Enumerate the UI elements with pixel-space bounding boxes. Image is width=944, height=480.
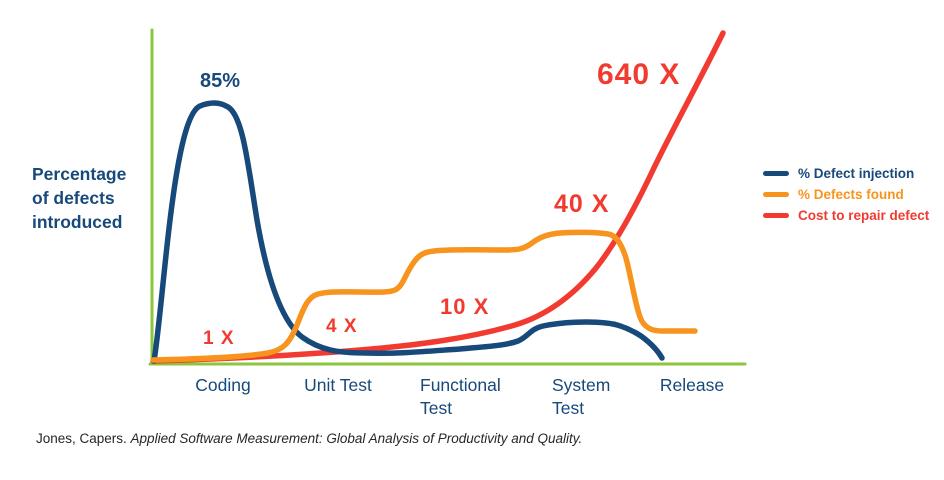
x-label-coding-line1: Coding bbox=[195, 375, 251, 395]
legend-item-cost-to-repair: Cost to repair defect bbox=[763, 208, 930, 223]
y-axis-title-line1: Percentage bbox=[32, 164, 127, 184]
x-label-release: Release bbox=[655, 374, 729, 397]
annotation-4x: 4 X bbox=[326, 316, 358, 337]
x-label-system-line2: Test bbox=[552, 398, 585, 418]
source-citation: Jones, Capers. Applied Software Measurem… bbox=[36, 431, 582, 446]
x-label-functional-line2: Test bbox=[420, 398, 453, 418]
annotation-85-percent: 85% bbox=[199, 70, 241, 92]
defects-found-curve bbox=[150, 229, 698, 363]
annotation-1x: 1 X bbox=[203, 328, 235, 349]
legend-swatch-navy-icon bbox=[763, 171, 789, 176]
legend-swatch-red-icon bbox=[763, 213, 789, 218]
annotation-10x: 10 X bbox=[440, 294, 490, 319]
legend: % Defect injection % Defects found Cost … bbox=[763, 166, 930, 223]
legend-item-defects-found: % Defects found bbox=[763, 187, 929, 202]
x-label-functional-test: Functional Test bbox=[420, 374, 501, 420]
defect-injection-curve bbox=[151, 100, 665, 364]
y-axis-title: Percentage of defects introduced bbox=[32, 162, 126, 234]
x-label-system-test: System Test bbox=[552, 374, 610, 420]
x-label-release-line1: Release bbox=[659, 375, 725, 395]
annotation-40x: 40 X bbox=[554, 190, 610, 218]
legend-label-defect-injection: % Defect injection bbox=[798, 166, 915, 181]
y-axis-title-line3: introduced bbox=[32, 212, 123, 232]
x-label-coding: Coding bbox=[182, 374, 264, 397]
cost-to-repair-curve bbox=[150, 30, 726, 364]
legend-swatch-orange-icon bbox=[763, 192, 789, 197]
legend-label-cost-to-repair: Cost to repair defect bbox=[798, 208, 930, 223]
y-axis-title-line2: of defects bbox=[32, 188, 115, 208]
citation-author: Jones, Capers. bbox=[36, 431, 131, 446]
legend-label-defects-found: % Defects found bbox=[798, 187, 904, 202]
x-label-unit-test: Unit Test bbox=[292, 374, 384, 397]
citation-title: Applied Software Measurement: Global Ana… bbox=[130, 431, 583, 446]
x-label-unit-test-line1: Unit Test bbox=[304, 375, 372, 395]
annotation-640x: 640 X bbox=[597, 58, 681, 91]
x-label-functional-line1: Functional bbox=[420, 375, 501, 395]
legend-item-defect-injection: % Defect injection bbox=[763, 166, 929, 181]
x-label-system-line1: System bbox=[552, 375, 611, 395]
